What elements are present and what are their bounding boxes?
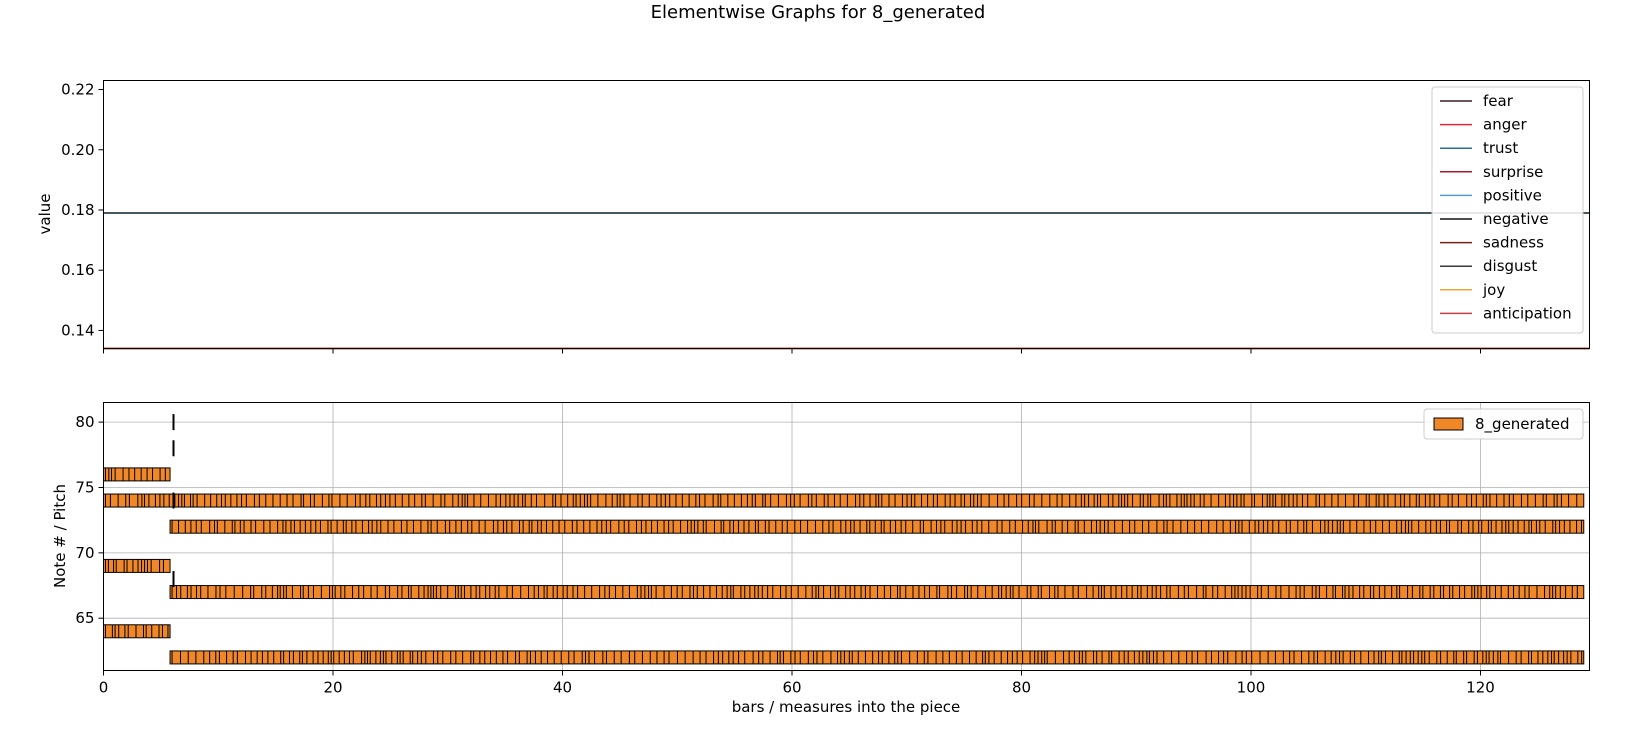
y-tick-label-top: 0.18 [61, 201, 94, 219]
legend-label-joy: joy [1482, 281, 1505, 299]
y-ticks-bottom: 65 70 75 80 [75, 413, 104, 627]
legend-label-fear: fear [1483, 92, 1514, 110]
y-tick-label-top: 0.20 [61, 141, 94, 159]
y-tick-label-bottom: 75 [75, 478, 94, 496]
x-tick-label-bottom: 100 [1237, 679, 1266, 697]
y-axis-label-top: value [36, 194, 54, 235]
pitch-bars [103, 467, 1585, 665]
legend-swatch-8-generated [1433, 417, 1464, 431]
pitch-bar-64 [103, 624, 171, 639]
pitch-bar-62 [169, 650, 1585, 665]
y-tick-label-top: 0.22 [61, 81, 94, 99]
emotion-line-chart: 0.14 0.16 0.18 0.20 0.22 value fear anger trus… [36, 80, 1590, 354]
pitch-bar-72 [169, 519, 1585, 534]
legend-top: fear anger trust surprise positive negative sa… [1431, 86, 1584, 334]
y-tick-label-bottom: 65 [75, 609, 94, 627]
x-ticks-top [103, 348, 1481, 354]
axes-frame-bottom [103, 402, 1590, 671]
x-tick-label-bottom: 120 [1466, 679, 1495, 697]
legend-label-positive: positive [1483, 186, 1542, 204]
y-tick-label-top: 0.14 [61, 321, 94, 339]
y-ticks-top: 0.14 0.16 0.18 0.20 0.22 [61, 81, 104, 339]
legend-frame-bottom [1423, 408, 1584, 440]
legend-label-surprise: surprise [1483, 163, 1543, 181]
axes-frame-top [103, 80, 1590, 349]
x-tick-label-bottom: 20 [323, 679, 342, 697]
figure-title: Elementwise Graphs for 8_generated [651, 2, 986, 23]
y-axis-label-bottom: Note # / Pitch [51, 484, 69, 588]
legend-label-negative: negative [1483, 210, 1549, 228]
pitch-bar-74 [103, 493, 1585, 508]
x-tick-label-bottom: 40 [553, 679, 572, 697]
legend-label-anger: anger [1483, 116, 1527, 134]
x-tick-label-bottom: 0 [99, 679, 109, 697]
legend-bottom: 8_generated [1423, 408, 1584, 440]
plot-area-top [103, 80, 1590, 349]
grid-bottom [103, 402, 1590, 671]
pitch-bar-67 [169, 585, 1585, 600]
x-axis-label-bottom: bars / measures into the piece [732, 698, 961, 716]
y-tick-label-top: 0.16 [61, 261, 94, 279]
x-tick-label-bottom: 80 [1012, 679, 1031, 697]
legend-label-disgust: disgust [1483, 257, 1537, 275]
legend-label-trust: trust [1483, 139, 1518, 157]
y-tick-label-bottom: 80 [75, 413, 94, 431]
plot-area-bottom [103, 402, 1590, 671]
legend-label-8-generated: 8_generated [1475, 415, 1570, 434]
legend-label-anticipation: anticipation [1483, 304, 1572, 322]
x-tick-label-bottom: 60 [782, 679, 801, 697]
x-ticks-bottom: 0 20 40 60 80 100 120 [99, 670, 1495, 697]
y-tick-label-bottom: 70 [75, 544, 94, 562]
legend-label-sadness: sadness [1483, 234, 1544, 252]
